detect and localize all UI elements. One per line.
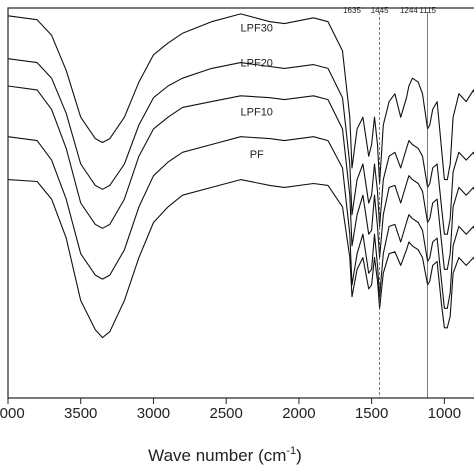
peak-labels: 1635 1445 1244 1115 xyxy=(343,6,436,15)
x-tick-label-1500: 1500 xyxy=(355,405,388,422)
x-tick-label-2500: 2500 xyxy=(209,405,242,422)
series-label-lpf10: LPF10 xyxy=(241,106,273,118)
peak-label-1244: 1244 xyxy=(400,6,418,15)
peak-label-1635: 1635 xyxy=(343,6,361,15)
x-axis-label-close: ) xyxy=(296,446,302,465)
reference-lines xyxy=(379,12,428,398)
series-line-lpf10 xyxy=(7,136,474,309)
plot-frame xyxy=(7,7,474,399)
series-label-pf: PF xyxy=(250,149,264,161)
x-tick-label-1000: 1000 xyxy=(428,405,461,422)
peak-label-1115: 1115 xyxy=(419,6,436,15)
peak-label-1445: 1445 xyxy=(371,6,389,15)
series-labels: LPF50LPF30LPF20LPF10PF xyxy=(241,22,273,161)
series-line-lpf30 xyxy=(7,58,474,235)
x-axis-label: Wave number (cm-1) xyxy=(148,445,302,465)
series-line-lpf20 xyxy=(7,85,474,270)
x-axis-label-main: Wave number (cm xyxy=(148,446,286,465)
series-lines xyxy=(7,13,474,339)
x-axis-label-superscript: -1 xyxy=(286,445,296,457)
x-tick-label-3500: 3500 xyxy=(64,405,97,422)
x-tick-label-3000: 3000 xyxy=(137,405,170,422)
series-line-pf xyxy=(7,179,474,339)
series-label-lpf30: LPF30 xyxy=(241,22,273,34)
x-tick-label-4000: 4000 xyxy=(0,405,25,422)
series-line-lpf50 xyxy=(7,13,474,185)
series-label-lpf20: LPF20 xyxy=(241,58,273,70)
x-tick-label-2000: 2000 xyxy=(282,405,315,422)
x-axis-ticks: 4000 3500 3000 2500 2000 1500 1000 xyxy=(0,398,461,422)
